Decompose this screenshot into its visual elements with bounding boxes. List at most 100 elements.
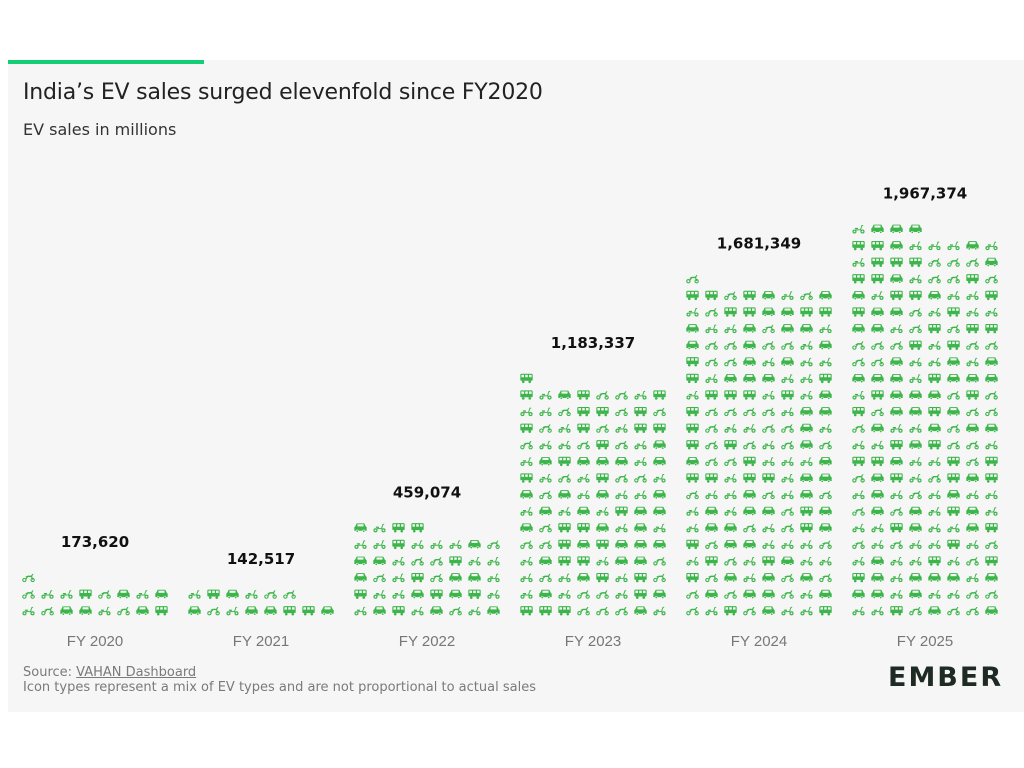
bus-icon bbox=[985, 473, 998, 483]
scooter-icon bbox=[909, 474, 922, 483]
scooter-icon bbox=[373, 590, 386, 599]
car-icon bbox=[871, 324, 884, 334]
bus-icon bbox=[852, 406, 865, 417]
car-icon bbox=[762, 307, 775, 317]
scooter-icon bbox=[558, 424, 571, 433]
car-icon bbox=[819, 290, 832, 301]
scooter-icon bbox=[558, 573, 571, 583]
bus-icon bbox=[819, 373, 832, 384]
scooter-icon bbox=[762, 540, 775, 549]
scooter-icon bbox=[890, 573, 903, 583]
car-icon bbox=[596, 523, 609, 533]
car-icon bbox=[634, 523, 647, 533]
bus-icon bbox=[947, 473, 960, 483]
car-icon bbox=[373, 606, 386, 616]
bus-icon bbox=[871, 257, 884, 267]
scooter-icon bbox=[819, 324, 832, 334]
bus-icon bbox=[596, 406, 609, 417]
scooter-icon bbox=[762, 391, 775, 400]
car-icon bbox=[686, 340, 699, 350]
car-icon bbox=[871, 224, 884, 234]
scooter-icon bbox=[705, 606, 718, 616]
motorcycle-icon bbox=[966, 258, 979, 267]
bus-icon bbox=[871, 274, 884, 284]
bus-icon bbox=[928, 323, 941, 334]
bus-icon bbox=[539, 606, 552, 616]
scooter-icon bbox=[909, 374, 922, 383]
scooter-icon bbox=[392, 557, 405, 566]
car-icon bbox=[520, 523, 533, 533]
scooter-icon bbox=[743, 424, 756, 433]
car-icon bbox=[966, 506, 979, 516]
bus-icon bbox=[634, 423, 647, 433]
scooter-icon bbox=[909, 557, 922, 566]
motorcycle-icon bbox=[539, 573, 552, 583]
car-icon bbox=[966, 373, 979, 384]
bus-icon bbox=[985, 323, 998, 334]
car-icon bbox=[928, 390, 941, 400]
bus-icon bbox=[686, 290, 699, 301]
scooter-icon bbox=[966, 573, 979, 583]
scooter-icon bbox=[615, 490, 628, 500]
bus-icon bbox=[615, 506, 628, 516]
bus-icon bbox=[800, 506, 813, 516]
car-icon bbox=[686, 456, 699, 467]
motorcycle-icon bbox=[852, 507, 865, 516]
bus-icon bbox=[596, 473, 609, 483]
bus-icon bbox=[985, 290, 998, 301]
scooter-icon bbox=[890, 590, 903, 599]
bus-icon bbox=[800, 307, 813, 317]
bus-icon bbox=[724, 440, 737, 450]
bus-icon bbox=[577, 406, 590, 417]
motorcycle-icon bbox=[781, 524, 794, 533]
car-icon bbox=[800, 473, 813, 483]
car-icon bbox=[928, 290, 941, 301]
scooter-icon bbox=[909, 274, 922, 284]
car-icon bbox=[947, 357, 960, 367]
car-icon bbox=[60, 606, 73, 616]
bar-fy-2020 bbox=[22, 573, 168, 616]
motorcycle-icon bbox=[98, 590, 111, 599]
motorcycle-icon bbox=[283, 590, 296, 599]
scooter-icon bbox=[724, 424, 737, 433]
car-icon bbox=[871, 307, 884, 317]
category-label: FY 2025 bbox=[897, 633, 953, 650]
motorcycle-icon bbox=[653, 557, 666, 566]
bus-icon bbox=[743, 390, 756, 400]
car-icon bbox=[615, 539, 628, 550]
motorcycle-icon bbox=[871, 407, 884, 417]
car-icon bbox=[411, 589, 424, 599]
bus-icon bbox=[909, 340, 922, 350]
bus-icon bbox=[302, 606, 315, 616]
scooter-icon bbox=[558, 440, 571, 450]
scooter-icon bbox=[686, 523, 699, 533]
scooter-icon bbox=[411, 606, 424, 616]
motorcycle-icon bbox=[705, 573, 718, 583]
bus-icon bbox=[871, 240, 884, 251]
scooter-icon bbox=[634, 457, 647, 466]
car-icon bbox=[653, 490, 666, 500]
motorcycle-icon bbox=[909, 308, 922, 317]
scooter-icon bbox=[762, 457, 775, 466]
scooter-icon bbox=[539, 474, 552, 483]
bus-icon bbox=[966, 323, 979, 334]
bus-icon bbox=[852, 274, 865, 284]
car-icon bbox=[615, 456, 628, 467]
bus-icon bbox=[577, 390, 590, 400]
icon-disclaimer: Icon types represent a mix of EV types a… bbox=[23, 680, 536, 695]
source-link[interactable]: VAHAN Dashboard bbox=[76, 665, 197, 680]
motorcycle-icon bbox=[615, 407, 628, 417]
bus-icon bbox=[705, 390, 718, 400]
scooter-icon bbox=[781, 407, 794, 417]
value-label: 1,183,337 bbox=[551, 334, 635, 352]
car-icon bbox=[852, 373, 865, 384]
motorcycle-icon bbox=[705, 540, 718, 549]
car-icon bbox=[909, 573, 922, 583]
bus-icon bbox=[966, 390, 979, 400]
car-icon bbox=[653, 456, 666, 467]
scooter-icon bbox=[852, 440, 865, 450]
bus-icon bbox=[558, 556, 571, 566]
motorcycle-icon bbox=[985, 391, 998, 400]
motorcycle-icon bbox=[520, 441, 533, 450]
car-icon bbox=[947, 373, 960, 384]
